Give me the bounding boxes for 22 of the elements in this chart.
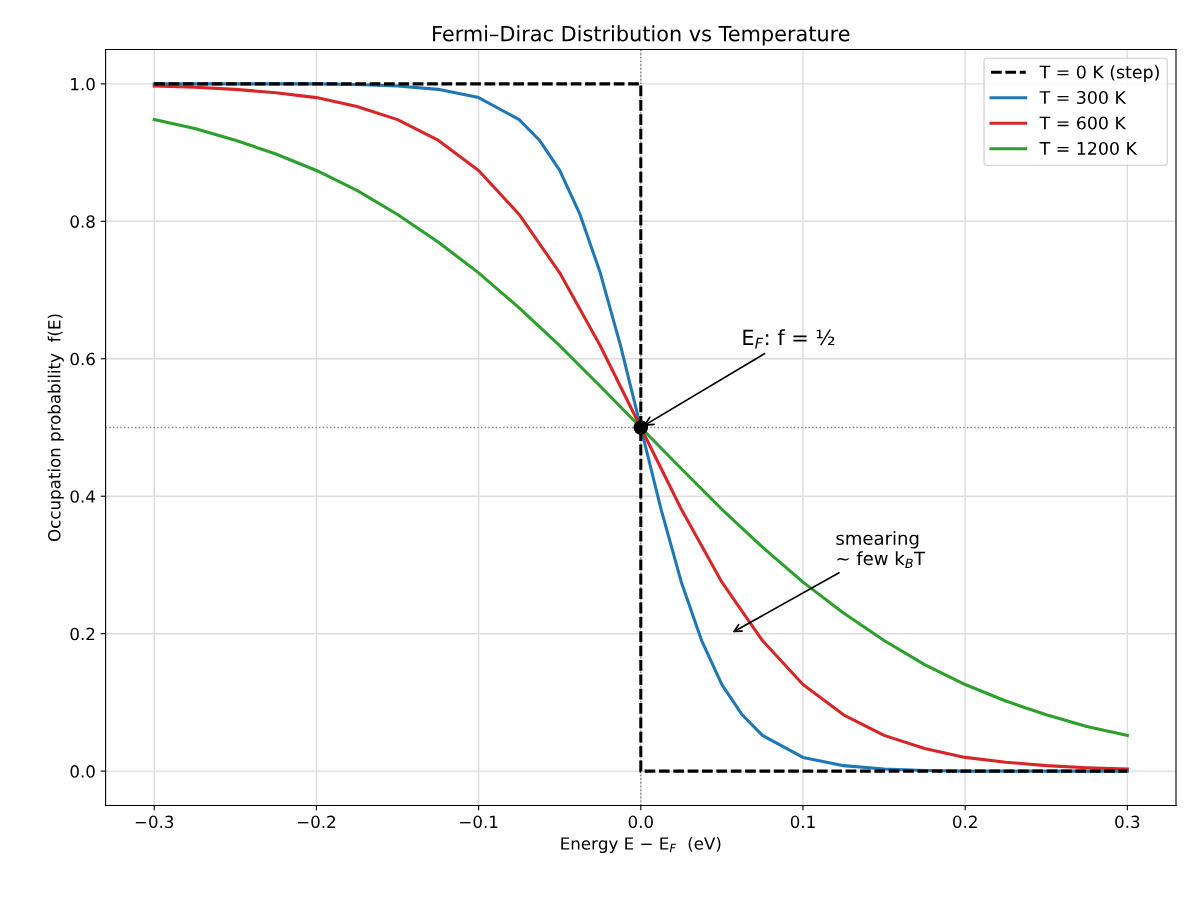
y-tick-label: 0.8 xyxy=(70,215,95,228)
x-tick-label: 0.3 xyxy=(1115,815,1140,829)
x-tick-label: −0.2 xyxy=(297,815,335,829)
x-axis-title: Energy E − E$_{F}$ (eV) xyxy=(561,836,721,854)
x-tick-label: 0.1 xyxy=(790,815,815,829)
annotation: E$_{F}$: f = ½ xyxy=(743,329,835,349)
legend-label: T = 300 K xyxy=(1039,90,1127,105)
chart-title: Fermi–Dirac Distribution vs Temperature xyxy=(433,25,850,46)
y-tick-label: 0.6 xyxy=(70,352,95,366)
y-tick-label: 0.0 xyxy=(70,765,95,778)
legend-label: T = 600 K xyxy=(1039,116,1127,130)
y-tick-label: 0.2 xyxy=(70,627,95,641)
x-tick-label: 0.2 xyxy=(953,815,977,829)
y-tick-label: 1.0 xyxy=(71,77,95,91)
annotation: smearing ~ few k$_{B}$T xyxy=(836,531,926,568)
y-axis-title: Occupation probability f(E) xyxy=(47,314,64,542)
legend-label: T = 0 K (step) xyxy=(1039,65,1159,82)
x-tick-label: −0.3 xyxy=(135,815,174,829)
x-tick-label: 0.0 xyxy=(628,815,653,829)
y-tick-label: 0.4 xyxy=(70,490,95,503)
legend-label: T = 1200 K xyxy=(1039,141,1138,156)
x-tick-label: −0.1 xyxy=(460,815,498,829)
